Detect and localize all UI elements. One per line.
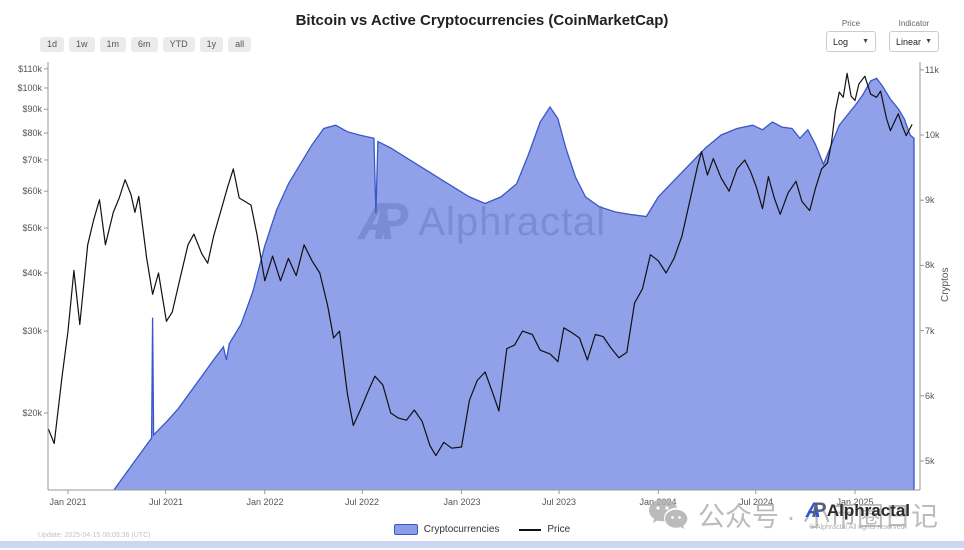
chevron-down-icon: ▼ bbox=[862, 38, 869, 45]
y-right-tick-9k: 9k bbox=[925, 195, 935, 205]
x-tick-Jul 2023: Jul 2023 bbox=[541, 497, 577, 507]
price-scale-value: Log bbox=[833, 36, 849, 47]
area-swatch-icon bbox=[393, 524, 418, 535]
chevron-down-icon: ▼ bbox=[925, 38, 932, 45]
indicator-dropdown-label: Indicator bbox=[898, 19, 930, 28]
range-button-1m[interactable]: 1m bbox=[99, 37, 127, 52]
y-right-tick-10k: 10k bbox=[925, 130, 940, 140]
y-right-tick-7k: 7k bbox=[925, 326, 935, 336]
range-button-1d[interactable]: 1d bbox=[40, 37, 65, 52]
x-tick-Jul 2024: Jul 2024 bbox=[738, 497, 774, 507]
y-left-tick-$40k: $40k bbox=[22, 268, 42, 278]
page-title: Bitcoin vs Active Cryptocurrencies (Coin… bbox=[295, 12, 669, 29]
range-button-all[interactable]: all bbox=[228, 37, 252, 52]
indicator-scale-select[interactable]: Linear ▼ bbox=[889, 31, 939, 52]
right-axis-title: Cryptos bbox=[940, 267, 951, 302]
y-left-tick-$50k: $50k bbox=[22, 223, 42, 233]
update-timestamp: Update: 2025-04-15 08:09:36 (UTC) bbox=[38, 532, 151, 539]
range-button-6m[interactable]: 6m bbox=[131, 37, 158, 52]
range-buttons: 1d 1w 1m 6m YTD 1y all bbox=[40, 37, 252, 52]
price-scale-select[interactable]: Log ▼ bbox=[826, 31, 876, 52]
y-left-tick-$110k: $110k bbox=[18, 64, 42, 74]
brand-name: Alphractal bbox=[826, 501, 910, 520]
legend-item-cryptocurrencies[interactable]: Cryptocurrencies bbox=[393, 524, 500, 535]
x-tick-Jan 2022: Jan 2022 bbox=[246, 497, 284, 507]
price-scale-control: Price Log ▼ bbox=[826, 19, 876, 52]
bottom-accent-strip bbox=[0, 541, 964, 548]
range-button-1w[interactable]: 1w bbox=[69, 37, 95, 52]
y-left-tick-$100k: $100k bbox=[17, 83, 42, 93]
y-left-tick-$30k: $30k bbox=[22, 326, 42, 336]
y-left-tick-$20k: $20k bbox=[22, 408, 42, 418]
range-button-1y[interactable]: 1y bbox=[199, 37, 224, 52]
x-tick-Jan 2024: Jan 2024 bbox=[639, 497, 677, 507]
y-left-tick-$90k: $90k bbox=[22, 104, 42, 114]
indicator-scale-value: Linear bbox=[896, 36, 922, 47]
y-left-tick-$60k: $60k bbox=[22, 186, 42, 196]
indicator-scale-control: Indicator Linear ▼ bbox=[889, 19, 939, 52]
chart-legend: Cryptocurrencies Price bbox=[0, 524, 964, 535]
range-button-ytd[interactable]: YTD bbox=[162, 37, 195, 52]
x-tick-Jul 2022: Jul 2022 bbox=[344, 497, 380, 507]
x-tick-Jul 2021: Jul 2021 bbox=[148, 497, 184, 507]
brand-footer: AP Alphractal © Alphractal All rights re… bbox=[805, 499, 910, 532]
x-tick-Jan 2023: Jan 2023 bbox=[443, 497, 481, 507]
y-left-tick-$80k: $80k bbox=[22, 128, 42, 138]
legend-item-price[interactable]: Price bbox=[519, 524, 570, 535]
x-tick-Jan 2021: Jan 2021 bbox=[49, 497, 87, 507]
legend-label: Price bbox=[547, 524, 571, 535]
line-swatch-icon bbox=[519, 528, 542, 531]
alphractal-logo-icon: AP bbox=[805, 499, 826, 522]
x-tick-Jan 2025: Jan 2025 bbox=[836, 497, 874, 507]
y-left-tick-$70k: $70k bbox=[22, 155, 42, 165]
y-right-tick-8k: 8k bbox=[925, 260, 935, 270]
y-right-tick-5k: 5k bbox=[925, 456, 935, 466]
y-right-tick-11k: 11k bbox=[925, 65, 939, 75]
legend-label: Cryptocurrencies bbox=[423, 524, 500, 535]
copyright-text: © Alphractal All rights reserved. bbox=[809, 524, 907, 531]
price-dropdown-label: Price bbox=[841, 19, 861, 28]
y-right-tick-6k: 6k bbox=[925, 391, 935, 401]
